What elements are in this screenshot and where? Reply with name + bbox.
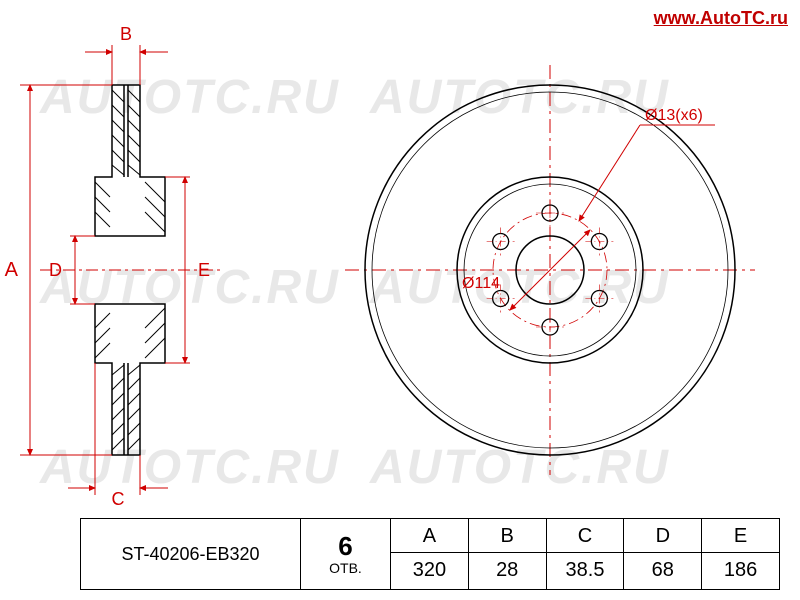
dimension-table: ST-40206-EB320 6 ОТВ. A 320 B 28 C 38.5 … [80,518,780,590]
holes-label: ОТВ. [329,561,362,576]
col-value: 320 [391,553,468,588]
col-b: B 28 [469,519,547,589]
dim-label-c: C [112,489,125,509]
col-header: A [391,521,468,553]
dim-label-e: E [198,260,210,280]
dim-label-d: D [49,260,62,280]
col-a: A 320 [391,519,469,589]
col-header: C [547,521,624,553]
col-value: 28 [469,553,546,588]
col-value: 68 [624,553,701,588]
dim-label-b: B [120,24,132,44]
col-header: B [469,521,546,553]
col-c: C 38.5 [547,519,625,589]
col-header: D [624,521,701,553]
col-e: E 186 [702,519,779,589]
bolt-circle-label: Ø114 [462,275,500,292]
holes-cell: 6 ОТВ. [301,519,391,589]
dim-label-a: A [5,259,19,281]
col-header: E [702,521,779,553]
col-value: 38.5 [547,553,624,588]
part-number-cell: ST-40206-EB320 [81,519,301,589]
col-d: D 68 [624,519,702,589]
front-view: Ø13(x6) Ø114 [345,65,755,475]
drawing-canvas: A B C D E [0,0,800,600]
side-view: A B C D E [5,24,220,509]
holes-count: 6 [338,532,352,561]
col-value: 186 [702,553,779,588]
bolt-hole-label: Ø13(x6) [645,107,703,124]
